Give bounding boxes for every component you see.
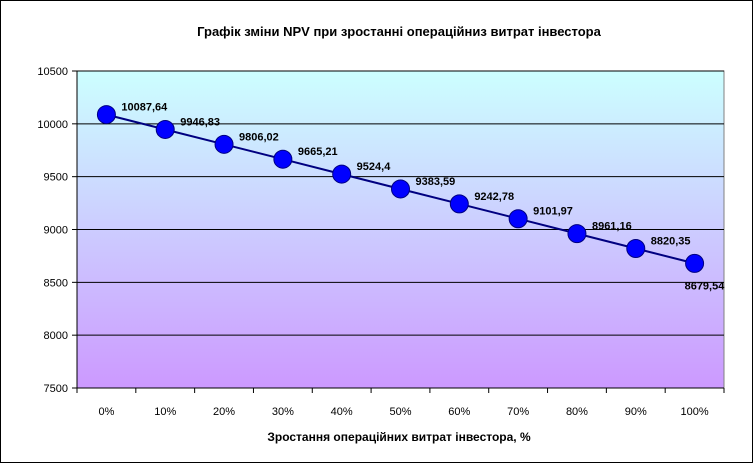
x-tick-label: 0%: [98, 406, 114, 418]
data-label: 9665,21: [298, 146, 338, 158]
data-point: [391, 179, 410, 199]
data-label: 8820,35: [651, 235, 691, 247]
data-point: [626, 238, 646, 258]
data-point: [332, 164, 352, 184]
data-point: [96, 105, 116, 125]
data-label: 9524,4: [357, 161, 392, 173]
y-tick-label: 8500: [44, 277, 68, 289]
y-tick-label: 10500: [37, 66, 68, 78]
gridlines: [77, 70, 724, 336]
x-tick-label: 60%: [448, 406, 470, 418]
data-point: [449, 194, 469, 214]
data-point: [508, 209, 528, 229]
data-label: 9242,78: [474, 191, 514, 203]
x-tick-label: 50%: [389, 406, 411, 418]
data-point: [273, 149, 293, 169]
data-label: 9946,83: [180, 116, 220, 128]
x-tick-label: 80%: [566, 406, 588, 418]
data-point: [155, 119, 175, 139]
axes: [72, 70, 725, 393]
data-label: 8961,16: [592, 221, 632, 233]
x-axis-label: Зростання операційних витрат інвестора, …: [267, 430, 531, 444]
x-tick-label: 100%: [681, 406, 709, 418]
x-tick-label: 30%: [272, 406, 294, 418]
y-tick-label: 10000: [37, 119, 68, 131]
y-tick-labels: 7500 8000 8500 9000 9500 10000 10500: [37, 66, 68, 395]
data-point: [567, 224, 587, 244]
y-tick-label: 8000: [44, 330, 68, 342]
x-tick-label: 20%: [213, 406, 235, 418]
x-tick-label: 10%: [154, 406, 176, 418]
data-label: 9383,59: [416, 176, 456, 188]
data-point: [214, 134, 234, 154]
series-npv: [96, 105, 705, 273]
data-label: 10087,64: [121, 102, 168, 114]
x-tick-label: 40%: [331, 406, 353, 418]
data-label: 9806,02: [239, 131, 279, 143]
chart-title: Графік зміни NPV при зростанні операційн…: [197, 24, 601, 39]
data-label: 9101,97: [533, 206, 573, 218]
data-point: [685, 253, 705, 273]
x-tick-label: 70%: [507, 406, 529, 418]
y-tick-label: 7500: [44, 383, 68, 395]
data-label: 8679,54: [685, 280, 726, 292]
x-tick-labels: 0% 10% 20% 30% 40% 50% 60% 70% 80% 90% 100%: [98, 406, 708, 418]
data-labels: 10087,64 9946,83 9806,02 9665,21 9524,4 9383,…: [121, 102, 725, 293]
y-tick-label: 9500: [44, 172, 68, 184]
x-tick-label: 90%: [625, 406, 647, 418]
y-tick-label: 9000: [44, 225, 68, 237]
